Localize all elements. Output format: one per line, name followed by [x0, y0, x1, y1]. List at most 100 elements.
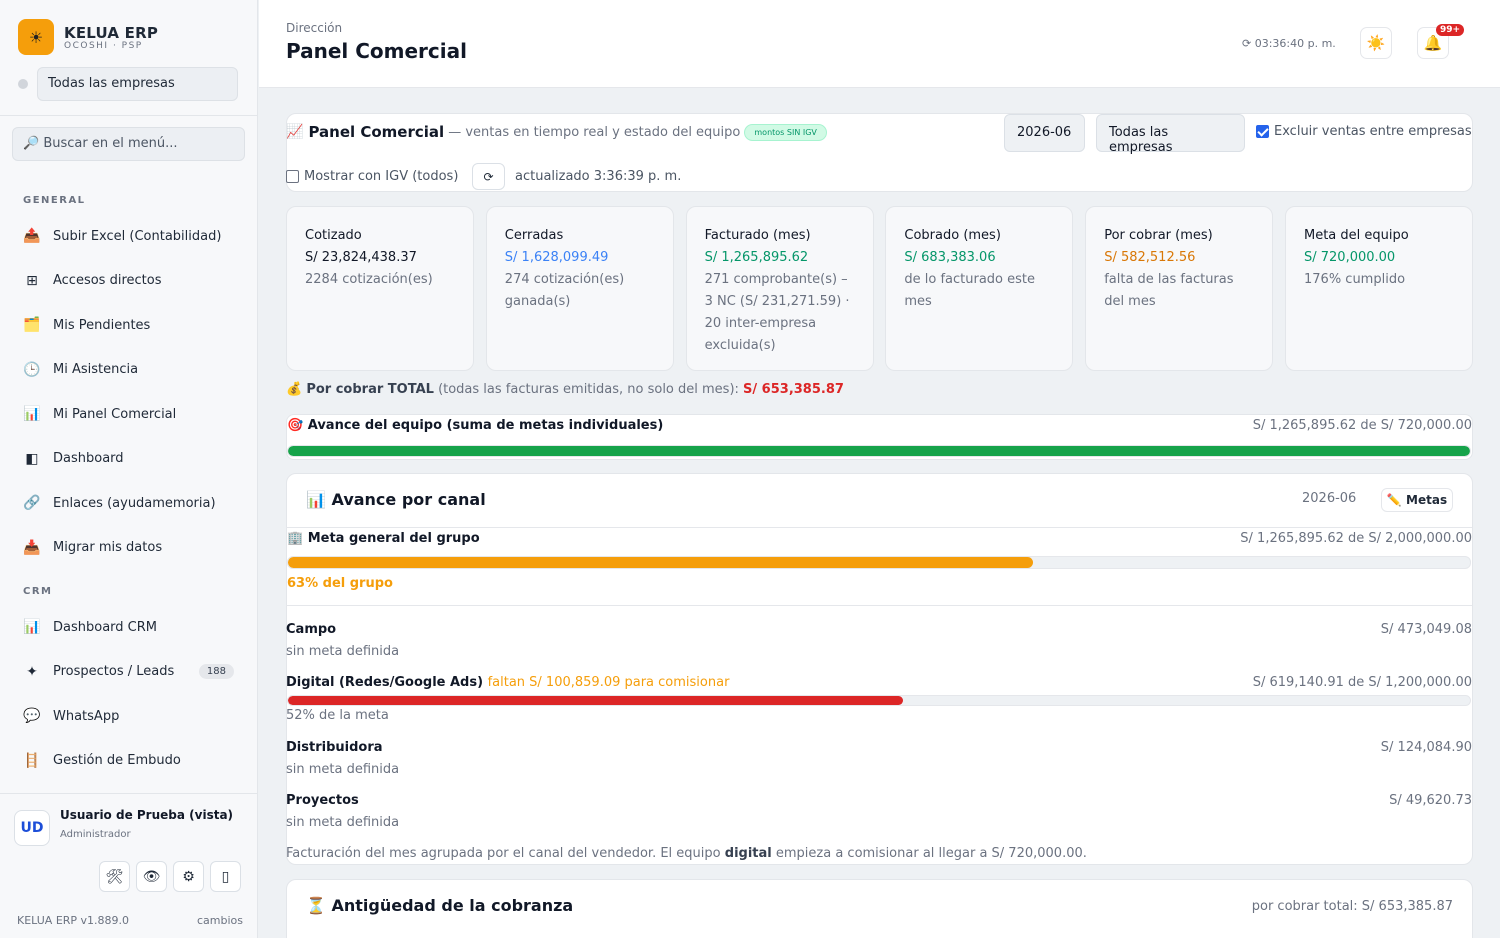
- avatar: UD: [14, 810, 50, 846]
- kpi-note: 2284 cotización(es): [305, 272, 433, 287]
- clock: ⟳ 03:36:40 p. m.: [1242, 37, 1336, 50]
- team-progress-amount: S/ 1,265,895.62 de S/ 720,000.00: [1252, 418, 1472, 433]
- channel-amount: S/ 619,140.91 de S/ 1,200,000.00: [1252, 675, 1472, 690]
- kpi-value: S/ 1,628,099.49: [504, 250, 609, 265]
- kpi-note: falta de las facturas del mes: [1104, 272, 1234, 309]
- crm-item[interactable]: 🪜 Gestión de Embudo: [22, 747, 242, 775]
- brand[interactable]: ☀ KELUA ERP OCOSHI · PSP: [18, 19, 158, 55]
- kpi-label: Por cobrar (mes): [1104, 228, 1213, 243]
- kpi-note: 274 cotización(es) ganada(s): [504, 272, 625, 309]
- channel-amount: S/ 473,049.08: [1380, 622, 1472, 637]
- general-item[interactable]: 📤 Subir Excel (Contabilidad): [22, 222, 242, 250]
- company-select[interactable]: Todas las empresas: [37, 67, 238, 101]
- aging-title-text: Antigüedad de la cobranza: [331, 896, 574, 915]
- menu-search-input[interactable]: 🔎 Buscar en el menú...: [12, 127, 245, 161]
- edit-metas-button[interactable]: ✏️ Metas: [1381, 488, 1453, 512]
- company-filter-select[interactable]: Todas las empresas: [1096, 114, 1245, 155]
- igv-pill-badge: montos SIN IGV: [744, 123, 827, 141]
- chart-up-icon: 📈: [286, 124, 304, 140]
- aging-total: por cobrar total: S/ 653,385.87: [1251, 899, 1453, 914]
- gear-icon[interactable]: ⚙: [173, 861, 204, 892]
- nav-icon: 📤: [23, 228, 41, 244]
- general-item[interactable]: 🗂️ Mis Pendientes: [22, 311, 242, 339]
- nav-icon: 📊: [23, 406, 41, 422]
- section-label-general: GENERAL: [23, 195, 86, 206]
- channel-card-title: 📊 Avance por canal: [306, 490, 486, 509]
- kpi-note: 176% cumplido: [1304, 272, 1406, 287]
- divider: [0, 115, 258, 116]
- kpi-value: S/ 23,824,438.37: [305, 250, 417, 265]
- tools-icon[interactable]: 🛠: [99, 861, 130, 892]
- theme-toggle-button[interactable]: ☀️: [1360, 27, 1392, 59]
- igv-checkbox[interactable]: [286, 170, 299, 183]
- team-progress-fill: [288, 446, 1470, 456]
- kpi-label: Cerradas: [504, 228, 564, 243]
- channel-footnote: Facturación del mes agrupada por el cana…: [286, 846, 1087, 861]
- logout-icon[interactable]: ▯: [210, 861, 241, 892]
- section-label-crm: CRM: [23, 586, 53, 597]
- footnote-bold: digital: [724, 846, 772, 861]
- group-goal-title: 🏢 Meta general del grupo: [287, 531, 480, 546]
- total-due-note: (todas las facturas emitidas, no solo de…: [438, 382, 739, 397]
- exclude-checkbox[interactable]: [1256, 125, 1269, 138]
- channel-period: 2026-06: [1302, 491, 1357, 506]
- kpi-card: Cotizado S/ 23,824,438.37 2284 cotización(…: [286, 206, 474, 371]
- divider: [0, 793, 258, 794]
- channel-name: Digital (Redes/Google Ads) faltan S/ 100…: [286, 675, 729, 690]
- version-label: KELUA ERP v1.889.0: [17, 914, 130, 927]
- channel-goal-percent: 52% de la meta: [286, 708, 389, 723]
- show-igv-toggle[interactable]: Mostrar con IGV (todos): [286, 169, 458, 184]
- status-dot-icon: [18, 79, 28, 89]
- bar-chart-icon: 📊: [306, 490, 326, 509]
- divider: [286, 527, 1472, 528]
- general-item[interactable]: 📊 Mi Panel Comercial: [22, 400, 242, 428]
- notification-count-badge: 99+: [1436, 24, 1465, 36]
- nav-label: Migrar mis datos: [53, 540, 163, 555]
- refresh-icon: ⟳: [483, 169, 494, 184]
- group-goal-title-text: Meta general del grupo: [307, 531, 480, 546]
- user-profile[interactable]: UD Usuario de Prueba (vista) Administrad…: [14, 806, 233, 846]
- channel-name: Proyectos: [286, 793, 359, 808]
- group-goal-percent: 63% del grupo: [287, 576, 393, 591]
- channel-card-title-text: Avance por canal: [331, 490, 486, 509]
- breadcrumb[interactable]: Dirección: [286, 21, 343, 35]
- general-item[interactable]: 🕒 Mi Asistencia: [22, 356, 242, 384]
- brand-name: KELUA ERP: [64, 23, 159, 42]
- nav-icon: ✦: [26, 663, 38, 680]
- channel-goal-status: sin meta definida: [286, 815, 400, 830]
- total-due-label: Por cobrar TOTAL: [306, 382, 434, 397]
- exclude-intercompany-toggle[interactable]: Excluir ventas entre empresas: [1256, 124, 1472, 139]
- nav-label: Subir Excel (Contabilidad): [53, 228, 222, 244]
- nav-icon: 🪜: [23, 752, 41, 769]
- page-title: Panel Comercial: [286, 39, 467, 63]
- sun-icon: ☀️: [1366, 34, 1386, 52]
- general-item[interactable]: ⊞ Accesos directos: [22, 267, 242, 295]
- notifications-button[interactable]: 🔔 99+: [1417, 24, 1465, 59]
- general-item[interactable]: 🔗 Enlaces (ayudamemoria): [22, 489, 242, 517]
- crm-item[interactable]: ✦ Prospectos / Leads 188: [22, 658, 242, 686]
- period-input[interactable]: 2026-06: [1004, 114, 1085, 152]
- general-item[interactable]: ◧ Dashboard: [22, 445, 242, 473]
- refresh-button[interactable]: ⟳: [472, 163, 505, 190]
- digital-goal-bar: [287, 695, 1471, 706]
- nav-icon: ◧: [25, 450, 39, 467]
- aging-card: [286, 879, 1473, 938]
- changes-link[interactable]: cambios: [197, 914, 244, 927]
- nav-icon: 🗂️: [23, 317, 41, 333]
- nav-icon: 💬: [23, 708, 41, 724]
- eye-icon[interactable]: 👁: [136, 861, 167, 892]
- nav-icon: 📥: [23, 539, 41, 556]
- team-progress-title: 🎯 Avance del equipo (suma de metas indiv…: [287, 418, 663, 433]
- crm-item[interactable]: 💬 WhatsApp: [22, 702, 242, 730]
- nav-label: Prospectos / Leads: [53, 664, 175, 679]
- bell-icon: 🔔: [1423, 34, 1443, 52]
- user-role: Administrador: [60, 829, 131, 840]
- footnote-text: Facturación del mes agrupada por el cana…: [286, 846, 721, 861]
- nav-label: Mi Asistencia: [53, 362, 139, 377]
- general-item[interactable]: 📥 Migrar mis datos: [22, 534, 242, 562]
- channel-goal-status: sin meta definida: [286, 644, 400, 659]
- total-due-line: 💰 Por cobrar TOTAL (todas las facturas e…: [286, 382, 844, 397]
- kpi-value: S/ 683,383.06: [904, 250, 996, 265]
- crm-item[interactable]: 📊 Dashboard CRM: [22, 613, 242, 641]
- nav-label: Dashboard: [53, 451, 124, 466]
